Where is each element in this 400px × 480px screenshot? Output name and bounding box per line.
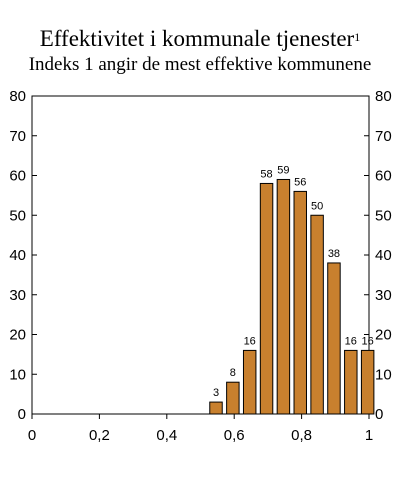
bar	[344, 349, 358, 415]
y-tick-label-right: 20	[375, 327, 392, 344]
bar	[293, 190, 307, 415]
x-tick-label: 1	[365, 427, 373, 444]
x-tick-label: 0,6	[224, 427, 245, 444]
y-tick-label-right: 50	[375, 207, 392, 224]
bar-value-label: 16	[244, 335, 256, 347]
bar	[310, 214, 324, 415]
x-tick-label: 0,8	[291, 427, 312, 444]
bar-value-label: 59	[277, 164, 289, 176]
y-tick-label-left: 30	[9, 287, 26, 304]
chart-title-text: Effektivitet i kommunale tjenester	[39, 26, 355, 51]
y-tick-label-left: 40	[9, 247, 26, 264]
chart-subtitle: Indeks 1 angir de mest effektive kommune…	[28, 54, 372, 75]
bar	[327, 262, 341, 415]
bar-value-label: 16	[362, 335, 374, 347]
bar	[242, 349, 257, 415]
y-tick-label-left: 50	[9, 207, 26, 224]
chart-header: Effektivitet i kommunale tjenester1 Inde…	[0, 0, 400, 76]
bar	[360, 349, 375, 415]
y-tick-label-right: 40	[375, 247, 392, 264]
bar	[259, 182, 274, 415]
bar-value-label: 50	[311, 200, 323, 212]
bar-value-label: 16	[345, 335, 357, 347]
y-tick-label-right: 80	[375, 88, 392, 105]
y-tick-label-right: 70	[375, 128, 392, 145]
y-tick-label-right: 0	[375, 406, 383, 423]
y-tick-label-right: 30	[375, 287, 392, 304]
x-tick-label: 0,2	[89, 427, 110, 444]
x-tick-label: 0,4	[156, 427, 177, 444]
bar-value-label: 8	[230, 367, 236, 379]
bar	[209, 401, 223, 415]
y-tick-label-right: 10	[375, 366, 392, 383]
bar	[226, 381, 240, 415]
title-footnote: 1	[354, 30, 361, 44]
bar-value-label: 38	[328, 248, 340, 260]
x-tick-label: 0	[28, 427, 36, 444]
bar-value-label: 58	[260, 168, 272, 180]
bar-value-label: 3	[213, 387, 219, 399]
chart-title: Effektivitet i kommunale tjenester1	[0, 26, 400, 52]
y-tick-label-left: 0	[18, 406, 26, 423]
y-tick-label-left: 60	[9, 168, 26, 185]
y-tick-label-left: 10	[9, 366, 26, 383]
bar-value-label: 56	[294, 176, 306, 188]
y-tick-label-left: 80	[9, 88, 26, 105]
y-tick-label-left: 20	[9, 327, 26, 344]
bar	[276, 178, 291, 415]
y-tick-label-left: 70	[9, 128, 26, 145]
y-tick-label-right: 60	[375, 168, 392, 185]
